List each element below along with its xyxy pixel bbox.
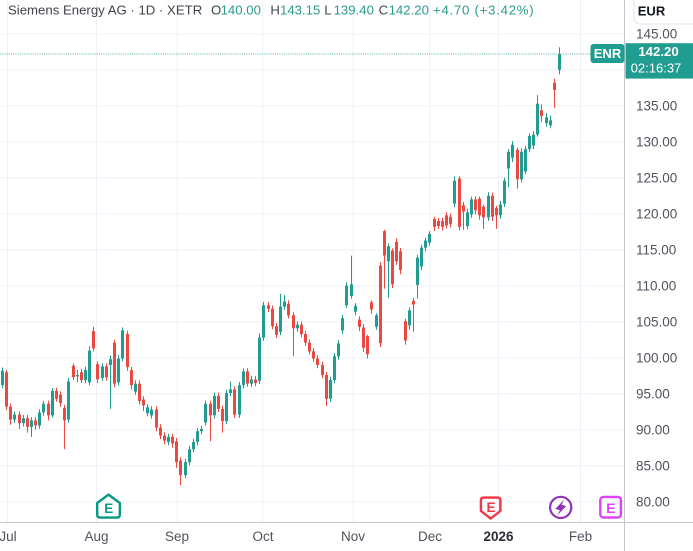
svg-text:O: O xyxy=(211,3,221,18)
svg-text:EUR: EUR xyxy=(638,3,666,18)
svg-text:H: H xyxy=(270,3,280,18)
svg-text:+4.70 (+3.42%): +4.70 (+3.42%) xyxy=(433,3,534,18)
svg-text:E: E xyxy=(606,501,615,517)
svg-text:105.00: 105.00 xyxy=(636,315,677,330)
svg-text:115.00: 115.00 xyxy=(636,243,676,258)
svg-text:125.00: 125.00 xyxy=(636,171,677,186)
svg-text:Nov: Nov xyxy=(341,529,365,544)
svg-text:Dec: Dec xyxy=(418,529,442,544)
svg-text:130.00: 130.00 xyxy=(636,135,677,150)
svg-text:02:16:37: 02:16:37 xyxy=(631,61,682,76)
svg-text:Oct: Oct xyxy=(252,529,273,544)
svg-text:140.00: 140.00 xyxy=(221,3,261,18)
svg-text:L: L xyxy=(324,3,331,18)
svg-text:Jul: Jul xyxy=(0,529,17,544)
svg-text:Sep: Sep xyxy=(165,529,189,544)
svg-text:Feb: Feb xyxy=(569,529,592,544)
svg-text:Aug: Aug xyxy=(84,529,108,544)
svg-text:Siemens Energy AG · 1D · XETR: Siemens Energy AG · 1D · XETR xyxy=(8,3,202,18)
svg-text:E: E xyxy=(486,500,495,515)
svg-text:135.00: 135.00 xyxy=(636,99,677,114)
svg-text:ENR: ENR xyxy=(594,46,622,61)
svg-text:145.00: 145.00 xyxy=(636,27,677,42)
svg-text:95.00: 95.00 xyxy=(636,386,670,401)
svg-text:143.15: 143.15 xyxy=(280,3,320,18)
svg-text:90.00: 90.00 xyxy=(636,422,670,437)
svg-text:100.00: 100.00 xyxy=(636,351,677,366)
svg-text:E: E xyxy=(104,501,113,516)
svg-text:85.00: 85.00 xyxy=(636,458,670,473)
svg-text:80.00: 80.00 xyxy=(636,494,670,509)
svg-text:142.20: 142.20 xyxy=(638,44,678,59)
svg-text:110.00: 110.00 xyxy=(636,279,676,294)
svg-text:120.00: 120.00 xyxy=(636,207,677,222)
svg-text:139.40: 139.40 xyxy=(334,3,374,18)
svg-text:142.20: 142.20 xyxy=(389,3,429,18)
svg-text:C: C xyxy=(379,3,389,18)
svg-text:2026: 2026 xyxy=(483,529,514,544)
